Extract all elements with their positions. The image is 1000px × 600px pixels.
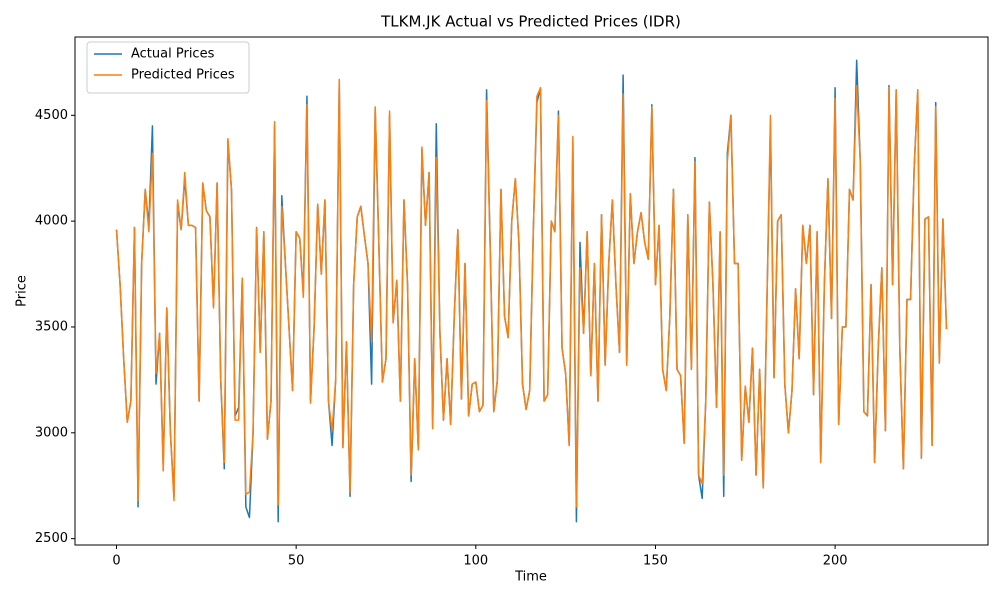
y-tick-label: 4500 [35, 108, 68, 123]
x-tick-label: 100 [463, 554, 488, 569]
series-line [115, 78, 948, 508]
y-tick-label: 4000 [35, 214, 68, 229]
chart-title: TLKM.JK Actual vs Predicted Prices (IDR) [380, 13, 681, 31]
x-tick-label: 150 [643, 554, 668, 569]
y-tick-label: 3500 [35, 319, 68, 334]
plot-frame [74, 36, 989, 546]
x-axis-label: Time [514, 570, 547, 585]
legend-label: Actual Prices [131, 47, 215, 62]
legend-box [86, 41, 250, 94]
x-tick-label: 50 [288, 554, 305, 569]
x-tick-label: 0 [112, 554, 120, 569]
y-tick-label: 3000 [35, 425, 68, 440]
x-tick-label: 200 [823, 554, 848, 569]
y-axis-label: Price [15, 275, 30, 307]
y-tick-label: 2500 [35, 531, 68, 546]
legend-label: Predicted Prices [131, 68, 235, 83]
